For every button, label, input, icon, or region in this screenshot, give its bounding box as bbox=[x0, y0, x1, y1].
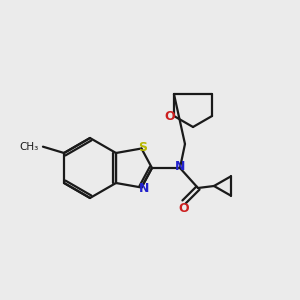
Text: CH₃: CH₃ bbox=[20, 142, 39, 152]
Text: S: S bbox=[138, 141, 147, 154]
Text: O: O bbox=[179, 202, 189, 215]
Text: N: N bbox=[175, 160, 185, 173]
Text: N: N bbox=[139, 182, 150, 195]
Text: O: O bbox=[165, 110, 175, 124]
